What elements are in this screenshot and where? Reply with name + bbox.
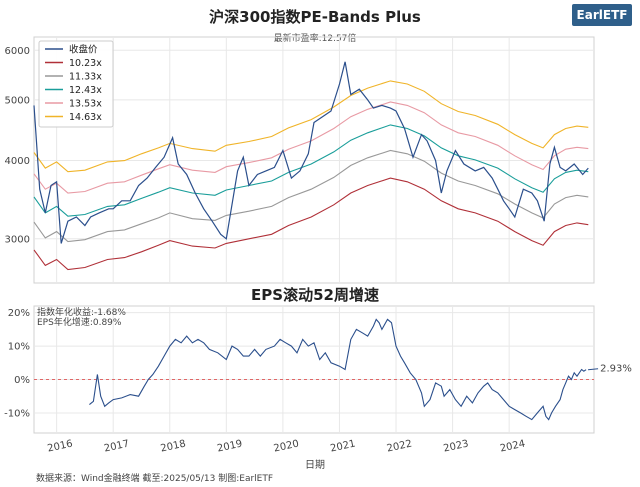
series-line-14.63x (33, 80, 589, 173)
top-y-tick-label: 6000 (5, 46, 30, 57)
last-value-label: 2.93% (600, 364, 632, 375)
top-y-tick-label: 4000 (5, 156, 30, 167)
annotation-text: 指数年化收益:-1.68% (37, 306, 126, 318)
bottom-y-tick-label: 20% (8, 308, 30, 319)
legend-label: 14.63x (69, 112, 102, 123)
brand-logo: EarlETF (572, 4, 632, 26)
pe-bands-plot: 3000 4000 5000 6000 收盘价 10.23x 11.33x 12.43x 13.… (5, 36, 595, 284)
series-line-13.53x (33, 101, 589, 194)
bottom-chart-title: EPS滚动52周增速 (251, 286, 379, 304)
x-tick-label: 2016 (47, 439, 74, 455)
annotation-text: EPS年化增速:0.89% (37, 316, 122, 328)
top-y-tick-label: 5000 (5, 95, 30, 106)
last-value-pointer (588, 368, 599, 371)
x-tick-label: 2018 (160, 439, 187, 455)
x-tick-label: 2017 (103, 439, 130, 455)
footer-source: 数据来源：Wind金融终端 截至:2025/05/13 制图:EarlETF (36, 472, 273, 484)
bottom-y-tick-label: 10% (8, 342, 30, 353)
top-chart-title: 沪深300指数PE-Bands Plus (209, 8, 421, 26)
series-line-收盘价 (33, 61, 589, 244)
eps-growth-plot: 2016 2017 2018 2019 2020 2021 2022 2023 2024 -10%… (4, 305, 632, 455)
top-chart-subtitle: 最新市盈率:12.57倍 (274, 32, 357, 44)
top-y-tick-label: 3000 (5, 234, 30, 245)
x-tick-label: 2021 (329, 439, 356, 455)
x-tick-label: 2019 (216, 439, 243, 455)
top-plot-frame (33, 36, 595, 284)
series-line-11.33x (33, 149, 589, 243)
x-tick-label: 2020 (273, 439, 300, 455)
legend-label: 11.33x (69, 71, 102, 82)
x-tick-label: 2024 (499, 439, 526, 455)
series-line-10.23x (33, 177, 589, 271)
legend-label: 10.23x (69, 58, 102, 69)
x-axis-label: 日期 (305, 459, 325, 471)
bottom-y-tick-label: 0% (14, 375, 30, 386)
legend-label: 12.43x (69, 85, 102, 96)
legend-label: 13.53x (69, 98, 102, 109)
x-tick-label: 2022 (386, 439, 413, 455)
bottom-y-tick-label: -10% (4, 408, 30, 419)
legend-label: 收盘价 (69, 43, 98, 55)
x-tick-label: 2023 (442, 439, 469, 455)
eps-growth-line (89, 318, 587, 421)
